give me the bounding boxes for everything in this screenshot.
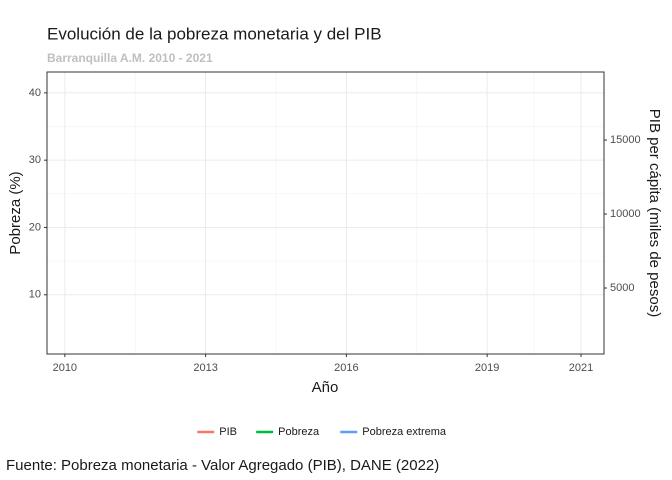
y-tick-label: 30 [29,154,41,166]
x-tick-label: 2021 [569,362,593,374]
y2-tick-label: 10000 [610,208,641,220]
x-tick-label: 2016 [334,362,358,374]
legend-label: PIB [219,426,237,438]
y2-tick-label: 15000 [610,134,641,146]
y2-tick-label: 5000 [610,282,634,294]
chart-title: Evolución de la pobreza monetaria y del … [47,24,382,43]
y-tick-label: 40 [29,87,41,99]
x-tick-label: 2010 [53,362,77,374]
caption: Fuente: Pobreza monetaria - Valor Agrega… [6,457,439,474]
y-tick-label: 20 [29,221,41,233]
chart-subtitle: Barranquilla A.M. 2010 - 2021 [47,51,213,65]
legend-label: Pobreza [278,426,320,438]
y2-axis-label: PIB per cápita (miles de pesos) [646,109,663,317]
y-axis-label: Pobreza (%) [7,171,24,254]
x-axis-label: Año [312,379,339,396]
plot-border [46,71,605,355]
x-tick-label: 2019 [475,362,499,374]
x-tick-label: 2013 [193,362,217,374]
y-tick-label: 10 [29,289,41,301]
legend-label: Pobreza extrema [362,426,447,438]
